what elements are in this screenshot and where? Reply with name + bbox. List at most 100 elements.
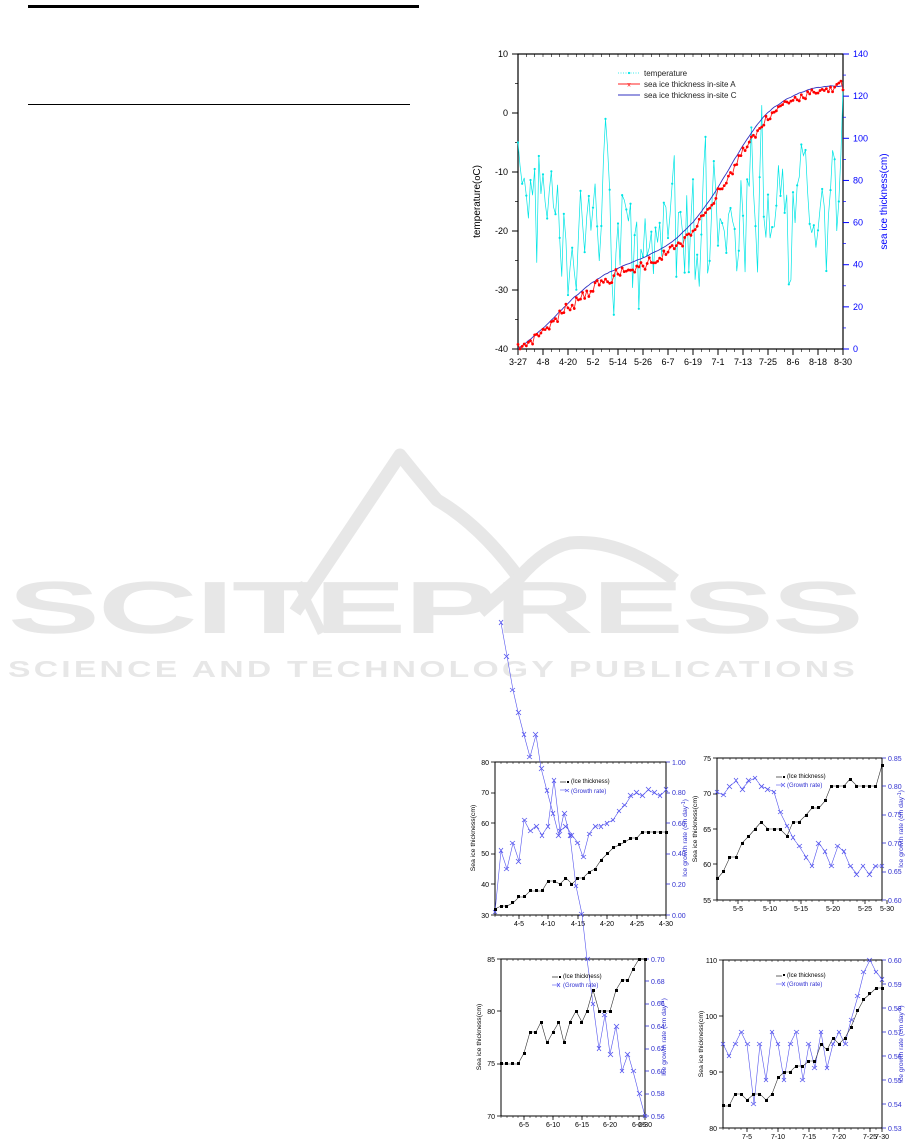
svg-text:4-25: 4-25 bbox=[630, 921, 644, 928]
svg-text:55: 55 bbox=[703, 898, 711, 905]
svg-text:(Growth rate): (Growth rate) bbox=[571, 789, 606, 795]
svg-text:80: 80 bbox=[853, 175, 863, 185]
svg-text:75: 75 bbox=[487, 1061, 495, 1068]
svg-text:7-13: 7-13 bbox=[734, 357, 752, 367]
svg-text:1.00: 1.00 bbox=[672, 760, 686, 767]
svg-text:85: 85 bbox=[487, 957, 495, 964]
svg-text:sea ice thickness in-site C: sea ice thickness in-site C bbox=[644, 91, 737, 100]
svg-text:70: 70 bbox=[481, 790, 489, 797]
svg-text:(Ice thickness): (Ice thickness) bbox=[787, 973, 826, 979]
svg-text:0.70: 0.70 bbox=[651, 957, 665, 964]
svg-text:ice growth rate (cm day-1): ice growth rate (cm day-1) bbox=[897, 1005, 905, 1082]
svg-text:5-25: 5-25 bbox=[858, 906, 872, 913]
svg-text:40: 40 bbox=[853, 260, 863, 270]
svg-text:0.65: 0.65 bbox=[888, 869, 902, 876]
svg-text:80: 80 bbox=[481, 760, 489, 767]
svg-text:8-6: 8-6 bbox=[786, 357, 799, 367]
svg-text:0.56: 0.56 bbox=[651, 1114, 665, 1121]
svg-text:10: 10 bbox=[498, 49, 508, 59]
svg-text:0: 0 bbox=[503, 108, 508, 118]
svg-text:60: 60 bbox=[481, 821, 489, 828]
svg-text:0.59: 0.59 bbox=[888, 982, 902, 989]
svg-text:75: 75 bbox=[703, 756, 711, 763]
svg-text:0.80: 0.80 bbox=[888, 784, 902, 791]
svg-text:(Growth rate): (Growth rate) bbox=[787, 982, 822, 988]
svg-text:0.85: 0.85 bbox=[888, 756, 902, 763]
svg-text:6-5: 6-5 bbox=[519, 1122, 529, 1129]
svg-text:(Ice thickness): (Ice thickness) bbox=[563, 974, 602, 980]
svg-text:4-30: 4-30 bbox=[659, 921, 673, 928]
svg-text:80: 80 bbox=[709, 1126, 717, 1133]
svg-text:temperature: temperature bbox=[644, 69, 688, 78]
svg-text:30: 30 bbox=[481, 913, 489, 920]
svg-text:(Ice thickness): (Ice thickness) bbox=[571, 779, 610, 785]
svg-text:4-10: 4-10 bbox=[541, 921, 555, 928]
svg-text:120: 120 bbox=[853, 91, 868, 101]
svg-text:6-7: 6-7 bbox=[661, 357, 674, 367]
svg-text:5-2: 5-2 bbox=[586, 357, 599, 367]
svg-text:sea ice thickness(cm): sea ice thickness(cm) bbox=[879, 153, 890, 249]
svg-text:Ice growth rate (cm day-1): Ice growth rate (cm day-1) bbox=[681, 799, 689, 877]
svg-text:70: 70 bbox=[703, 791, 711, 798]
svg-text:7-5: 7-5 bbox=[742, 1134, 752, 1141]
svg-text:5-15: 5-15 bbox=[794, 906, 808, 913]
svg-text:0.80: 0.80 bbox=[672, 790, 686, 797]
svg-text:110: 110 bbox=[706, 958, 717, 965]
svg-text:7-1: 7-1 bbox=[711, 357, 724, 367]
svg-text:0.60: 0.60 bbox=[888, 958, 902, 965]
svg-text:0.68: 0.68 bbox=[651, 979, 665, 986]
svg-text:4-8: 4-8 bbox=[536, 357, 549, 367]
svg-text:Ice growth rate (cm day-1): Ice growth rate (cm day-1) bbox=[660, 998, 668, 1076]
svg-text:6-10: 6-10 bbox=[546, 1122, 560, 1129]
svg-text:3-27: 3-27 bbox=[509, 357, 527, 367]
svg-text:90: 90 bbox=[709, 1070, 717, 1077]
svg-text:Ice growth rate (cm day-1): Ice growth rate (cm day-1) bbox=[897, 790, 905, 868]
svg-text:0: 0 bbox=[853, 344, 858, 354]
svg-text:6-15: 6-15 bbox=[575, 1122, 589, 1129]
svg-text:0.60: 0.60 bbox=[888, 898, 902, 905]
svg-text:50: 50 bbox=[481, 851, 489, 858]
svg-text:80: 80 bbox=[487, 1009, 495, 1016]
svg-text:SCITEPRESS: SCITEPRESS bbox=[8, 566, 862, 649]
svg-text:40: 40 bbox=[481, 882, 489, 889]
svg-text:5-26: 5-26 bbox=[634, 357, 652, 367]
svg-text:140: 140 bbox=[853, 49, 868, 59]
svg-text:4-20: 4-20 bbox=[600, 921, 614, 928]
svg-text:7-20: 7-20 bbox=[832, 1134, 846, 1141]
svg-text:5-20: 5-20 bbox=[826, 906, 840, 913]
svg-text:5-5: 5-5 bbox=[733, 906, 743, 913]
svg-text:7-15: 7-15 bbox=[802, 1134, 816, 1141]
svg-text:-40: -40 bbox=[495, 344, 508, 354]
svg-text:7-30: 7-30 bbox=[875, 1134, 889, 1141]
svg-text:6-19: 6-19 bbox=[684, 357, 702, 367]
svg-text:(Growth rate): (Growth rate) bbox=[787, 783, 822, 789]
svg-text:5-10: 5-10 bbox=[763, 906, 777, 913]
svg-text:5-30: 5-30 bbox=[880, 906, 894, 913]
svg-text:8-30: 8-30 bbox=[834, 357, 852, 367]
svg-text:sea ice thickness in-site A: sea ice thickness in-site A bbox=[644, 80, 736, 89]
svg-text:0.00: 0.00 bbox=[672, 913, 686, 920]
svg-text:4-5: 4-5 bbox=[514, 921, 524, 928]
svg-text:-30: -30 bbox=[495, 285, 508, 295]
svg-text:20: 20 bbox=[853, 302, 863, 312]
svg-text:8-18: 8-18 bbox=[809, 357, 827, 367]
svg-text:-10: -10 bbox=[495, 167, 508, 177]
svg-text:0.58: 0.58 bbox=[651, 1091, 665, 1098]
svg-text:Sea ice thickness(cm): Sea ice thickness(cm) bbox=[476, 1004, 483, 1070]
svg-text:0.54: 0.54 bbox=[888, 1102, 902, 1109]
svg-text:0.20: 0.20 bbox=[672, 882, 686, 889]
svg-text:60: 60 bbox=[853, 218, 863, 228]
svg-text:7-10: 7-10 bbox=[771, 1134, 785, 1141]
svg-text:6-20: 6-20 bbox=[603, 1122, 617, 1129]
svg-text:7-25: 7-25 bbox=[759, 357, 777, 367]
svg-text:x: x bbox=[627, 82, 631, 89]
svg-text:0.53: 0.53 bbox=[888, 1126, 902, 1133]
svg-text:temperature(oC): temperature(oC) bbox=[472, 165, 483, 238]
svg-text:4-20: 4-20 bbox=[559, 357, 577, 367]
svg-text:65: 65 bbox=[703, 827, 711, 834]
svg-text:70: 70 bbox=[487, 1114, 495, 1121]
svg-text:100: 100 bbox=[705, 1014, 717, 1021]
svg-text:-20: -20 bbox=[495, 226, 508, 236]
svg-text:Sea ice thickness(cm): Sea ice thickness(cm) bbox=[692, 796, 699, 862]
svg-text:6-30: 6-30 bbox=[638, 1122, 652, 1129]
